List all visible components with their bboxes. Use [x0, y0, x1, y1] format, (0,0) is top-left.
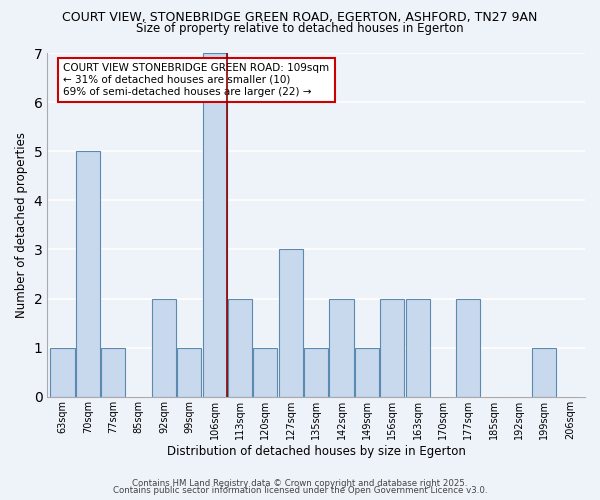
Bar — [101, 348, 125, 397]
X-axis label: Distribution of detached houses by size in Egerton: Distribution of detached houses by size … — [167, 444, 466, 458]
Text: Size of property relative to detached houses in Egerton: Size of property relative to detached ho… — [136, 22, 464, 35]
Bar — [228, 298, 252, 397]
Text: Contains HM Land Registry data © Crown copyright and database right 2025.: Contains HM Land Registry data © Crown c… — [132, 478, 468, 488]
Bar — [329, 298, 353, 397]
Text: COURT VIEW STONEBRIDGE GREEN ROAD: 109sqm
← 31% of detached houses are smaller (: COURT VIEW STONEBRIDGE GREEN ROAD: 109sq… — [64, 64, 329, 96]
Bar — [152, 298, 176, 397]
Bar — [406, 298, 430, 397]
Bar — [380, 298, 404, 397]
Text: COURT VIEW, STONEBRIDGE GREEN ROAD, EGERTON, ASHFORD, TN27 9AN: COURT VIEW, STONEBRIDGE GREEN ROAD, EGER… — [62, 11, 538, 24]
Bar — [253, 348, 277, 397]
Bar — [355, 348, 379, 397]
Text: Contains public sector information licensed under the Open Government Licence v3: Contains public sector information licen… — [113, 486, 487, 495]
Bar — [76, 151, 100, 397]
Bar — [50, 348, 74, 397]
Bar — [532, 348, 556, 397]
Y-axis label: Number of detached properties: Number of detached properties — [15, 132, 28, 318]
Bar — [456, 298, 481, 397]
Bar — [304, 348, 328, 397]
Bar — [203, 53, 227, 397]
Bar — [177, 348, 202, 397]
Bar — [279, 250, 303, 397]
